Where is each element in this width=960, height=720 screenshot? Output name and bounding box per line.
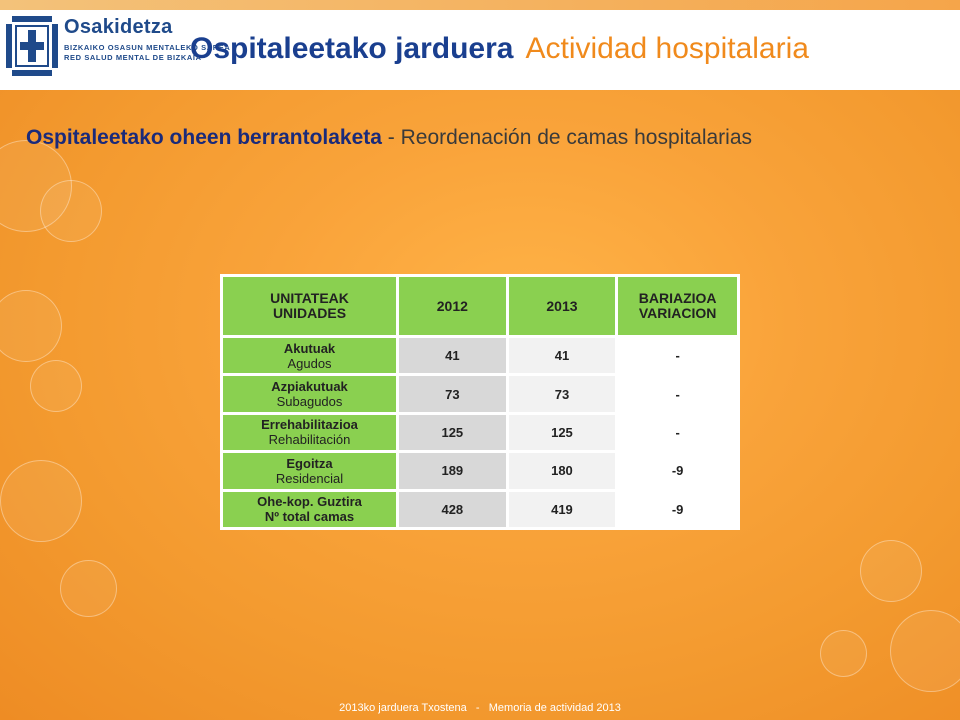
- decor-bubble: [40, 180, 102, 242]
- subtitle-es: Reordenación de camas hospitalarias: [400, 126, 753, 149]
- subtitle-separator: -: [381, 126, 401, 149]
- cell-variation: -9: [618, 453, 737, 489]
- section-subtitle: Ospitaleetako oheen berrantolaketa - Reo…: [26, 126, 752, 150]
- table-row: Azpiakutuak Subagudos 73 73 -: [223, 376, 737, 412]
- brand-name: Osakidetza: [64, 16, 173, 38]
- decor-bubble: [0, 460, 82, 542]
- header-stripe: [0, 0, 960, 10]
- table-header-row: UNITATEAK UNIDADES 2012 2013 BARIAZIOA V…: [223, 277, 737, 335]
- row-label: Akutuak Agudos: [223, 338, 397, 374]
- cell-variation: -: [618, 414, 737, 451]
- table-row: Akutuak Agudos 41 41 -: [223, 338, 737, 374]
- row-label-eu: Egoitza: [286, 455, 333, 471]
- header-2013: 2013: [508, 277, 616, 335]
- cell-2013: 41: [508, 338, 616, 374]
- row-label: Ohe-kop. Guztira Nº total camas: [223, 491, 397, 527]
- header-variation: BARIAZIOA VARIACION: [618, 277, 737, 335]
- row-label-eu: Azpiakutuak: [271, 379, 348, 395]
- page-title-eu: Ospitaleetako jarduera: [190, 32, 514, 65]
- decor-bubble: [890, 610, 960, 692]
- decor-bubble: [30, 360, 82, 412]
- cell-2013: 125: [508, 414, 616, 451]
- table-row-total: Ohe-kop. Guztira Nº total camas 428 419 …: [223, 491, 737, 527]
- brand-sub-line1: BIZKAIKO OSASUN MENTALEKO SAREA: [64, 43, 231, 52]
- cell-2012: 428: [399, 491, 506, 527]
- row-label-eu: Akutuak: [283, 340, 336, 356]
- row-label-eu: Errehabilitazioa: [261, 417, 358, 433]
- page-title-es: Actividad hospitalaria: [525, 32, 809, 65]
- table-row: Egoitza Residencial 189 180 -9: [223, 453, 737, 489]
- header-bar: Osakidetza BIZKAIKO OSASUN MENTALEKO SAR…: [0, 0, 960, 90]
- row-label: Errehabilitazioa Rehabilitación: [223, 414, 397, 451]
- table-row: Errehabilitazioa Rehabilitación 125 125 …: [223, 414, 737, 451]
- cell-2012: 73: [399, 376, 506, 412]
- cell-variation: -: [618, 338, 737, 374]
- cell-variation: -9: [618, 491, 737, 527]
- logo-text: Osakidetza BIZKAIKO OSASUN MENTALEKO SAR…: [64, 16, 230, 63]
- cell-2012: 125: [399, 414, 506, 451]
- row-label: Azpiakutuak Subagudos: [223, 376, 397, 412]
- header-units-eu: UNITATEAK: [270, 290, 349, 306]
- row-label-es: Subagudos: [276, 394, 343, 410]
- osakidetza-logo-icon: [6, 16, 58, 76]
- header-variation-eu: BARIAZIOA: [638, 290, 717, 306]
- header-variation-es: VARIACION: [638, 305, 717, 321]
- row-label: Egoitza Residencial: [223, 453, 397, 489]
- header-units-es: UNIDADES: [272, 305, 347, 321]
- cell-2013: 419: [508, 491, 616, 527]
- subtitle-eu: Ospitaleetako oheen berrantolaketa: [26, 126, 382, 149]
- decor-bubble: [60, 560, 117, 617]
- cell-2013: 180: [508, 453, 616, 489]
- beds-table-grid: UNITATEAK UNIDADES 2012 2013 BARIAZIOA V…: [220, 274, 740, 530]
- beds-table: UNITATEAK UNIDADES 2012 2013 BARIAZIOA V…: [220, 274, 740, 530]
- cell-variation: -: [618, 376, 737, 412]
- brand-sub-line2: RED SALUD MENTAL DE BIZKAIA: [64, 53, 202, 62]
- row-label-es: Residencial: [275, 470, 344, 486]
- cell-2012: 41: [399, 338, 506, 374]
- decor-bubble: [820, 630, 867, 677]
- header-units: UNITATEAK UNIDADES: [223, 277, 397, 335]
- footer-text: 2013ko jarduera Txostena - Memoria de ac…: [339, 702, 621, 714]
- row-label-es: Rehabilitación: [268, 432, 351, 448]
- header-2012: 2012: [399, 277, 506, 335]
- decor-bubble: [860, 540, 922, 602]
- row-label-es: Agudos: [287, 355, 332, 371]
- cell-2013: 73: [508, 376, 616, 412]
- cell-2012: 189: [399, 453, 506, 489]
- row-label-eu: Ohe-kop. Guztira: [257, 494, 362, 510]
- page-title: Ospitaleetako jarduera Actividad hospital…: [190, 32, 809, 66]
- row-label-es: Nº total camas: [264, 509, 355, 525]
- decor-bubble: [0, 290, 62, 362]
